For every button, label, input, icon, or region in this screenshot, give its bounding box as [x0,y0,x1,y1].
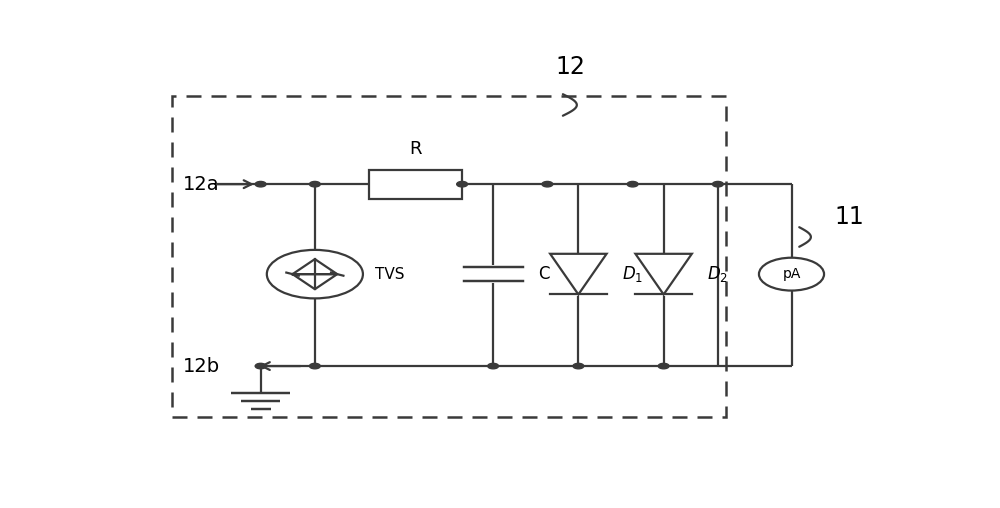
Circle shape [457,181,468,187]
Circle shape [309,363,320,369]
Text: 12: 12 [556,54,586,79]
Text: 11: 11 [835,205,864,230]
Circle shape [309,181,320,187]
Bar [369,170,462,199]
Circle shape [573,363,584,369]
Polygon shape [550,254,607,295]
Text: TVS: TVS [375,267,404,281]
Circle shape [542,181,553,187]
Text: $D_2$: $D_2$ [707,264,728,284]
Circle shape [488,363,499,369]
Circle shape [267,250,363,298]
Circle shape [255,181,266,187]
Text: 12b: 12b [183,357,220,375]
Bar [172,96,726,417]
Circle shape [759,258,824,291]
Text: 12a: 12a [183,175,220,194]
Circle shape [712,181,723,187]
Text: pA: pA [782,267,801,281]
Circle shape [627,181,638,187]
Text: C: C [538,265,550,283]
Circle shape [255,363,266,369]
Text: $D_1$: $D_1$ [622,264,643,284]
Circle shape [658,363,669,369]
Polygon shape [635,254,692,295]
Text: R: R [409,140,422,158]
